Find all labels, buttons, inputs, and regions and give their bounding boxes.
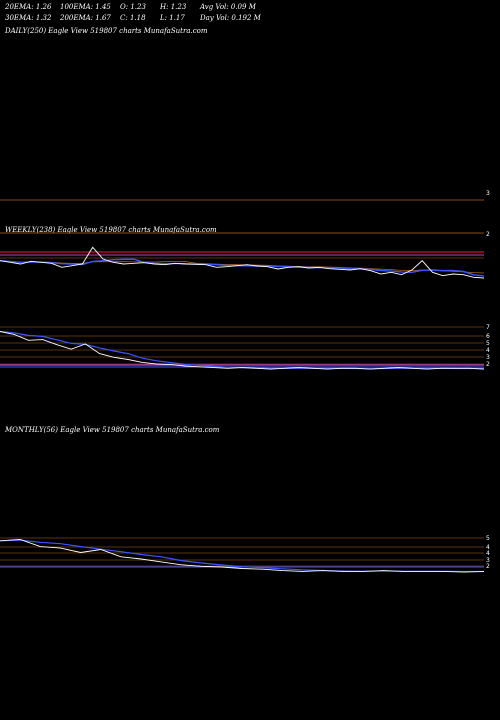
weekly-ema-slow <box>0 260 485 274</box>
open-label: O: 1.23 <box>120 3 146 11</box>
ema100-label: 100EMA: 1.45 <box>60 3 111 11</box>
ema200-label: 200EMA: 1.67 <box>60 14 111 22</box>
weekly-price-line <box>0 246 485 279</box>
monthly-tick-label: 5 <box>486 535 490 542</box>
price-lines <box>0 246 485 573</box>
weekly-tick-label: 2 <box>486 231 490 238</box>
sub-price-line <box>0 331 485 370</box>
sub-tick-label: 6 <box>486 333 490 340</box>
monthly-chart-title: MONTHLY(56) Eagle View 519807 charts Mun… <box>5 426 220 434</box>
sub-tick-label: 4 <box>486 347 490 354</box>
sub-tick-label: 2 <box>486 361 490 368</box>
monthly-tick-label: 2 <box>486 563 490 570</box>
daily-chart-title: DAILY(250) Eagle View 519807 charts Muna… <box>5 27 208 35</box>
low-label: L: 1.17 <box>160 14 185 22</box>
day-vol-label: Day Vol: 0.192 M <box>200 14 261 22</box>
weekly-ema-fast <box>0 258 485 277</box>
daily-tick-label: 3 <box>486 190 490 197</box>
sub-tick-label: 3 <box>486 354 490 361</box>
close-label: C: 1.18 <box>120 14 146 22</box>
sub-tick-label: 5 <box>486 340 490 347</box>
weekly-chart-title: WEEKLY(238) Eagle View 519807 charts Mun… <box>5 226 217 234</box>
high-label: H: 1.23 <box>160 3 187 11</box>
avg-vol-label: Avg Vol: 0.09 M <box>200 3 256 11</box>
sub-tick-label: 7 <box>486 324 490 331</box>
monthly-tick-label: 4 <box>486 550 490 557</box>
monthly-tick-label: 3 <box>486 557 490 564</box>
ema30-label: 30EMA: 1.32 <box>5 14 52 22</box>
ema-lines <box>0 258 485 573</box>
ema20-label: 20EMA: 1.26 <box>5 3 52 11</box>
monthly-price-line <box>0 538 485 573</box>
level-lines <box>0 199 484 568</box>
monthly-tick-label: 4 <box>486 544 490 551</box>
